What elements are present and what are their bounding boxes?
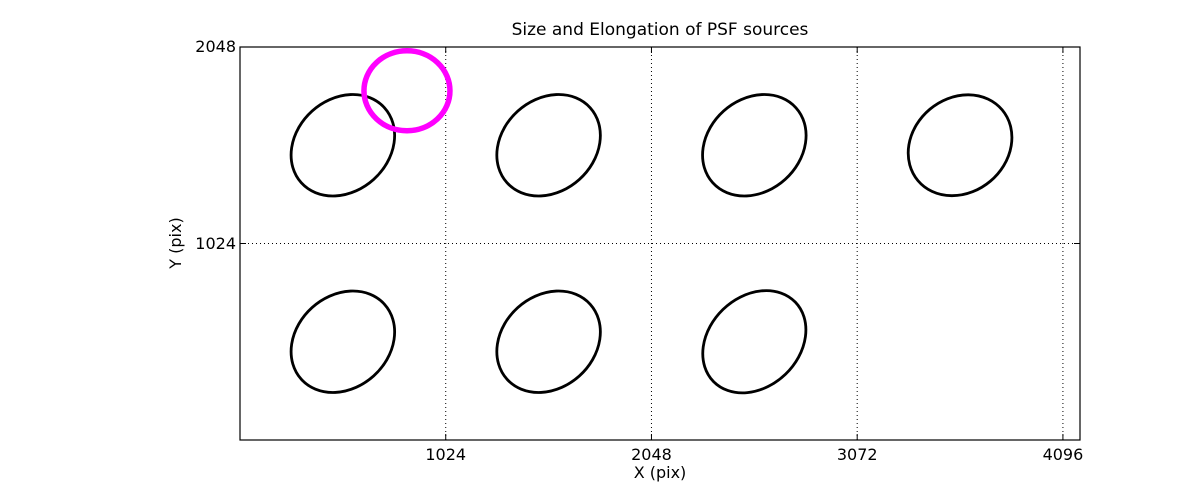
psf-source-ellipse	[495, 93, 602, 198]
y-tick-label: 1024	[195, 233, 236, 253]
x-tick-label: 2048	[631, 445, 672, 464]
x-tick-label: 4096	[1042, 445, 1084, 464]
psf-source-ellipse	[289, 289, 397, 394]
x-tick-label: 1024	[425, 445, 467, 464]
highlighted-source-ellipse	[361, 48, 453, 134]
psf-source-ellipse	[906, 93, 1014, 198]
y-tick-label: 2048	[195, 37, 236, 56]
x-axis-label: X (pix)	[633, 463, 687, 482]
psf-source-ellipse	[701, 93, 808, 198]
psf-source-ellipse	[701, 289, 808, 395]
x-tick-label: 3072	[836, 445, 878, 464]
psf-source-ellipse	[495, 289, 602, 394]
figure-title: Size and Elongation of PSF sources	[511, 20, 809, 40]
psf-source-ellipse	[289, 93, 397, 198]
